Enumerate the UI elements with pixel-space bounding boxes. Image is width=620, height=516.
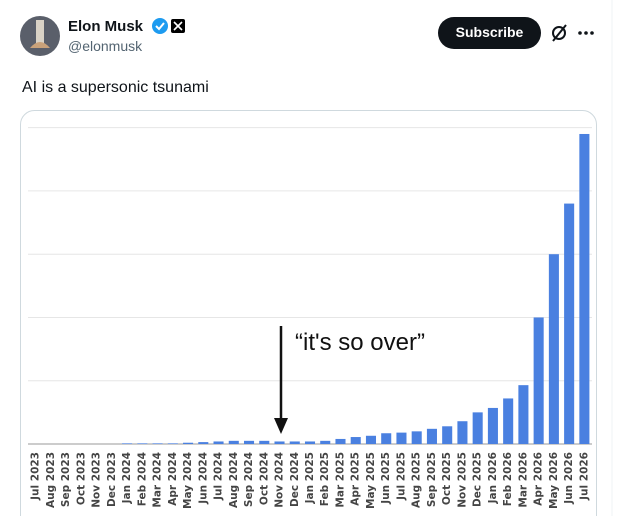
post-text: AI is a supersonic tsunami xyxy=(22,79,209,96)
bar xyxy=(426,428,437,444)
x-tick-label: Sep 2024 xyxy=(243,452,255,507)
subscribe-label: Subscribe xyxy=(456,24,524,40)
avatar-flame xyxy=(30,42,50,48)
x-tick-label: Jun 2026 xyxy=(563,452,575,505)
x-tick-label: Apr 2025 xyxy=(350,452,362,506)
x-tick-label: Jan 2026 xyxy=(487,452,499,504)
x-tick-label: Feb 2026 xyxy=(502,452,514,506)
more-menu[interactable] xyxy=(578,31,594,35)
x-tick-label: Oct 2024 xyxy=(258,452,270,505)
x-tick-label: Dec 2024 xyxy=(289,452,301,507)
x-tick-label: Jul 2025 xyxy=(395,452,407,501)
grok-slash xyxy=(552,24,567,42)
x-tick-label: Sep 2023 xyxy=(60,452,72,507)
bar xyxy=(213,441,224,444)
x-tick-label: Oct 2025 xyxy=(441,452,453,505)
x-tick-label: Nov 2023 xyxy=(91,452,103,508)
bar xyxy=(564,203,575,444)
x-tick-label: Sep 2025 xyxy=(426,452,438,507)
x-tick-label: May 2026 xyxy=(548,452,560,509)
x-tick-label: Jul 2023 xyxy=(30,452,42,501)
x-logo xyxy=(173,21,183,31)
bar xyxy=(381,433,392,444)
bar xyxy=(579,133,590,444)
annotation: “it's so over” xyxy=(295,329,425,356)
bar xyxy=(487,407,498,444)
bar xyxy=(289,441,300,444)
bar xyxy=(350,437,361,444)
x-tick-label: Nov 2024 xyxy=(274,452,286,508)
bar xyxy=(259,440,270,444)
x-tick-label: Aug 2025 xyxy=(411,452,423,508)
x-tick-label: Mar 2025 xyxy=(334,452,346,508)
x-tick-label: May 2024 xyxy=(182,452,194,509)
x-tick-label: Feb 2024 xyxy=(136,452,148,506)
bar xyxy=(137,443,148,444)
bar xyxy=(152,443,163,444)
x-tick-label: Feb 2025 xyxy=(319,452,331,506)
x-tick-label: Oct 2023 xyxy=(75,452,87,505)
bar xyxy=(335,438,346,444)
bar xyxy=(320,440,331,444)
author-handle[interactable]: @elonmusk xyxy=(68,38,143,54)
x-tick-label: Jan 2025 xyxy=(304,452,316,504)
bar xyxy=(548,254,559,444)
bar xyxy=(228,440,239,444)
subscribe-button[interactable] xyxy=(438,17,541,49)
bar xyxy=(274,441,285,444)
bar xyxy=(518,385,529,444)
x-tick-label: Jul 2024 xyxy=(213,452,225,501)
x-tick-label: Jun 2024 xyxy=(197,452,209,505)
x-tick-label: Apr 2024 xyxy=(167,452,179,506)
x-tick-label: Jul 2026 xyxy=(578,452,590,501)
bar xyxy=(442,426,453,444)
x-tick-label: Apr 2026 xyxy=(533,452,545,506)
bar xyxy=(472,412,483,444)
media-card[interactable] xyxy=(20,110,597,516)
grok-icon[interactable] xyxy=(552,26,566,40)
avatar-rocket xyxy=(36,20,44,44)
chart: Jul 2023 Aug 2023 Sep 2023 Oct 2023 Nov 2023… xyxy=(28,127,592,509)
bar xyxy=(198,442,209,444)
bar xyxy=(457,421,468,444)
x-tick-label: Nov 2025 xyxy=(456,452,468,508)
x-tick-label: Aug 2023 xyxy=(45,452,57,508)
x-tick-label: Jan 2024 xyxy=(121,452,133,504)
bar xyxy=(167,443,178,444)
bar xyxy=(533,317,544,444)
x-tick-label: Dec 2023 xyxy=(106,452,118,507)
x-tick-label: Mar 2026 xyxy=(517,452,529,508)
x-tick-label: May 2025 xyxy=(365,452,377,509)
bar xyxy=(243,440,255,444)
verified-badge xyxy=(152,18,168,34)
x-tick-label: Mar 2024 xyxy=(152,452,164,508)
bar xyxy=(183,442,194,444)
bar xyxy=(396,432,407,444)
author-name[interactable]: Elon Musk xyxy=(68,18,144,35)
bar xyxy=(411,431,422,444)
bar xyxy=(122,443,133,444)
bar xyxy=(304,441,316,444)
verified-check xyxy=(155,22,165,31)
x-tick-label: Jun 2025 xyxy=(380,452,392,505)
arrow-head xyxy=(274,418,288,434)
x-tick-label: Dec 2025 xyxy=(472,452,484,507)
bar xyxy=(365,435,377,444)
bar xyxy=(503,398,514,444)
x-tick-label: Aug 2024 xyxy=(228,452,240,508)
